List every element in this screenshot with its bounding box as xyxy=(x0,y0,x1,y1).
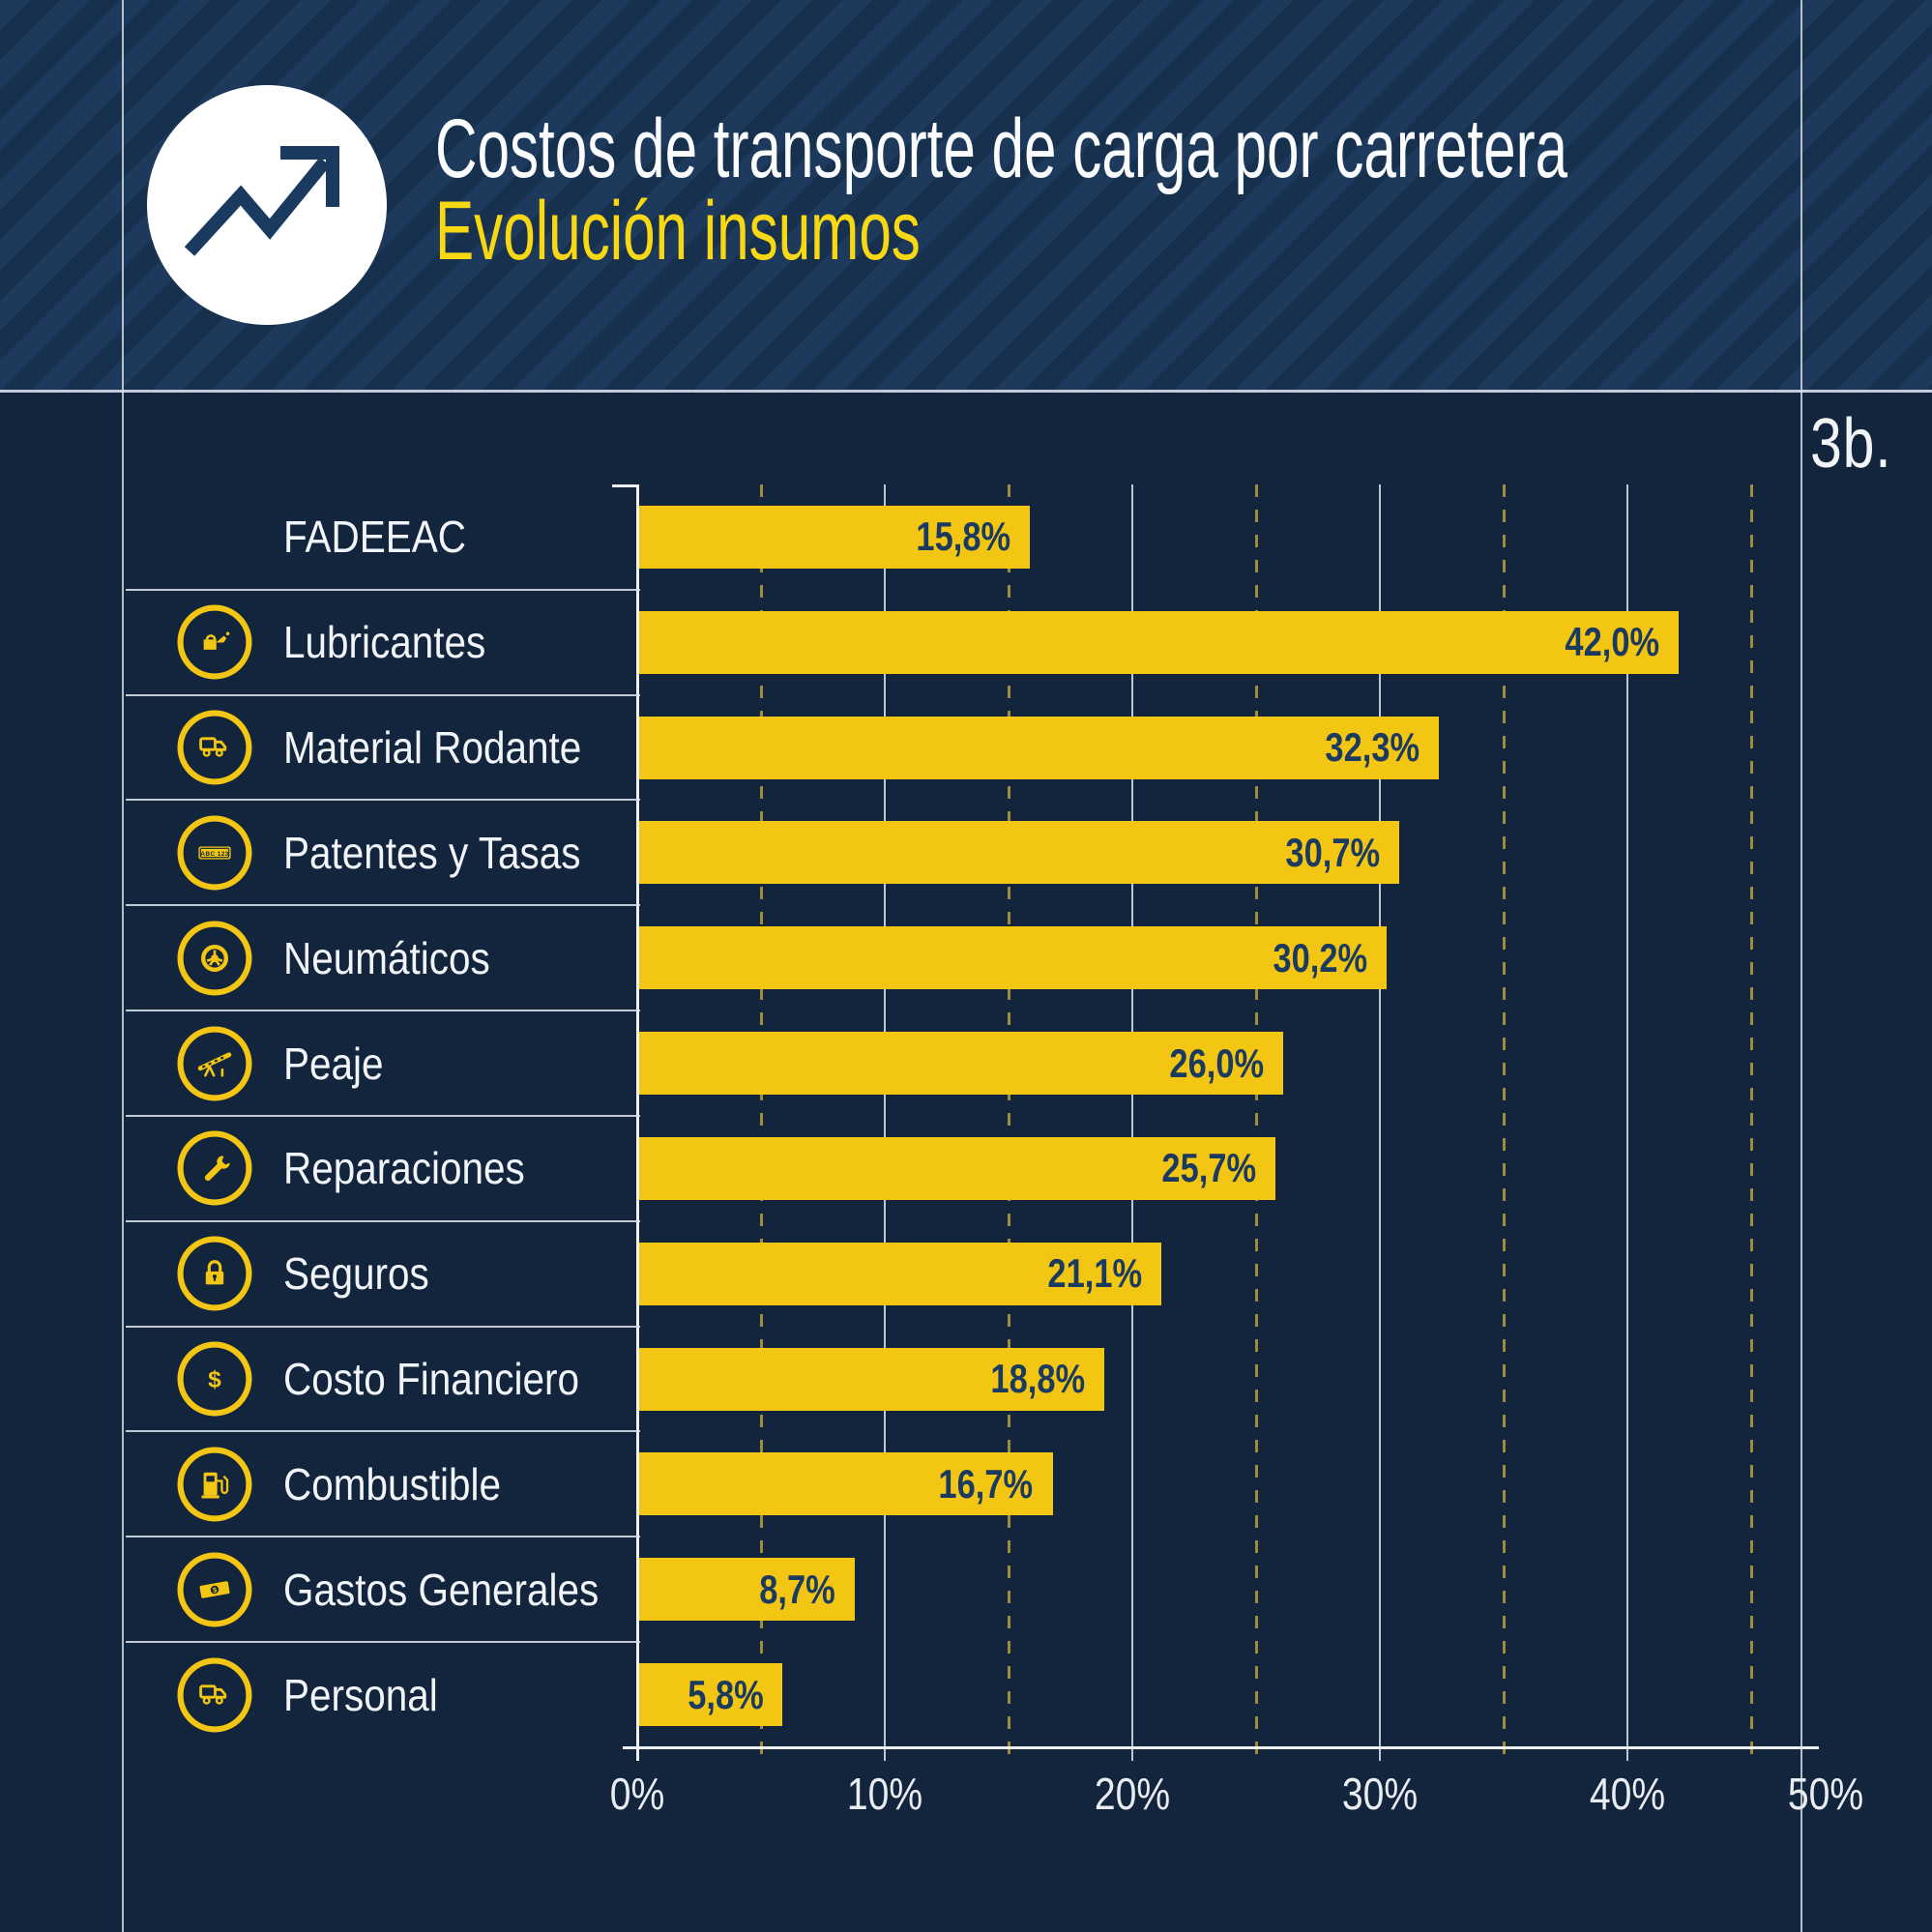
gridline-solid-10 xyxy=(884,484,886,1761)
category-label: Neumáticos xyxy=(283,932,490,983)
bar-value-label: 18,8% xyxy=(990,1356,1086,1402)
license-plate-icon: ABC 123 xyxy=(177,815,252,891)
row-divider xyxy=(126,1430,640,1433)
x-tick-label-0: 0% xyxy=(609,1769,665,1819)
bar: 30,7% xyxy=(639,821,1399,885)
svg-text:$: $ xyxy=(212,1585,218,1595)
figure-number-label: 3b. xyxy=(1810,405,1892,483)
x-tick-label-30: 30% xyxy=(1341,1769,1419,1819)
row-divider xyxy=(126,799,640,802)
row-divider xyxy=(126,1536,640,1538)
category-icon-badge: ABC 123 xyxy=(174,812,255,893)
x-tick-label-10: 10% xyxy=(846,1769,923,1819)
bar-value-label: 42,0% xyxy=(1565,619,1660,665)
category-label: Peaje xyxy=(283,1038,384,1089)
row-divider xyxy=(126,693,640,696)
page-subtitle: Evolución insumos xyxy=(435,185,921,278)
bar-value-label: 15,8% xyxy=(916,513,1011,560)
page-title: Costos de transporte de carga por carret… xyxy=(435,102,1568,195)
category-label: Combustible xyxy=(283,1458,502,1509)
bar-value-label: 30,2% xyxy=(1273,934,1368,981)
padlock-icon xyxy=(177,1236,252,1311)
oil-can-icon xyxy=(177,604,252,680)
fuel-pump-icon xyxy=(177,1447,252,1522)
left-frame-rule xyxy=(122,0,124,1932)
bar-value-label: 8,7% xyxy=(759,1566,835,1612)
category-icon-badge xyxy=(174,918,255,999)
bar-value-label: 21,1% xyxy=(1047,1250,1143,1297)
row-divider xyxy=(126,1010,640,1012)
row-divider xyxy=(126,1641,640,1644)
row-divider xyxy=(126,588,640,591)
bar-value-label: 25,7% xyxy=(1161,1145,1256,1191)
bar: 21,1% xyxy=(639,1242,1162,1305)
bar: 15,8% xyxy=(639,505,1031,569)
category-label: Material Rodante xyxy=(283,722,582,774)
trend-up-arrow xyxy=(184,146,339,256)
trend-up-icon xyxy=(147,85,387,325)
gridline-solid-30 xyxy=(1379,484,1381,1761)
y-axis-line xyxy=(635,484,639,1761)
row-divider xyxy=(126,1325,640,1328)
toll-barrier-icon xyxy=(177,1026,252,1101)
truck-icon xyxy=(177,710,252,785)
bar: 25,7% xyxy=(639,1136,1275,1200)
category-label: Lubricantes xyxy=(283,617,486,668)
category-label: Patentes y Tasas xyxy=(283,827,581,878)
category-label: Costo Financiero xyxy=(283,1354,579,1405)
header-titles: Costos de transporte de carga por carret… xyxy=(435,102,1568,278)
bar: 8,7% xyxy=(639,1558,855,1622)
gridline-dashed-45 xyxy=(1749,484,1753,1761)
bar-value-label: 32,3% xyxy=(1325,724,1420,771)
category-label: Reparaciones xyxy=(283,1143,525,1194)
bar-value-label: 26,0% xyxy=(1168,1039,1264,1086)
right-frame-rule xyxy=(1800,0,1802,1932)
bar: 18,8% xyxy=(639,1347,1105,1411)
category-icon-badge: $ xyxy=(174,1338,255,1420)
category-icon-badge xyxy=(174,1023,255,1104)
x-tick-label-50: 50% xyxy=(1787,1769,1864,1819)
svg-text:ABC 123: ABC 123 xyxy=(200,851,228,858)
dollar-icon: $ xyxy=(177,1341,252,1417)
banknote-icon: $ xyxy=(177,1552,252,1627)
gridline-dashed-5 xyxy=(759,484,763,1761)
category-label: Personal xyxy=(283,1669,438,1720)
bar: 26,0% xyxy=(639,1032,1283,1096)
y-axis-top-cap xyxy=(612,484,637,487)
row-divider xyxy=(126,904,640,907)
gridline-solid-20 xyxy=(1131,484,1133,1761)
bar: 32,3% xyxy=(639,716,1439,779)
category-label: Seguros xyxy=(283,1248,429,1300)
category-icon-badge xyxy=(174,707,255,788)
category-icon-badge xyxy=(174,601,255,683)
bar: 30,2% xyxy=(639,926,1388,990)
x-axis-line xyxy=(623,1745,1819,1749)
bar: 5,8% xyxy=(639,1663,783,1727)
bar-value-label: 30,7% xyxy=(1285,829,1380,875)
category-label: Gastos Generales xyxy=(283,1564,600,1615)
gridline-dashed-25 xyxy=(1254,484,1258,1761)
gridline-dashed-15 xyxy=(1007,484,1010,1761)
truck-icon xyxy=(177,1657,252,1733)
category-icon-badge: $ xyxy=(174,1549,255,1630)
x-tick-label-40: 40% xyxy=(1589,1769,1666,1819)
category-icon-badge xyxy=(174,1233,255,1314)
bar: 42,0% xyxy=(639,610,1680,674)
tire-icon xyxy=(177,921,252,996)
category-label: FADEEAC xyxy=(283,512,466,563)
gridline-dashed-35 xyxy=(1502,484,1506,1761)
gridline-solid-40 xyxy=(1626,484,1628,1761)
svg-text:$: $ xyxy=(208,1366,221,1392)
category-icon-badge xyxy=(174,1654,255,1736)
row-divider xyxy=(126,1114,640,1117)
bar-value-label: 5,8% xyxy=(687,1671,764,1717)
category-icon-badge xyxy=(174,1444,255,1525)
bar: 16,7% xyxy=(639,1452,1053,1516)
wrench-icon xyxy=(177,1130,252,1206)
x-tick-label-20: 20% xyxy=(1094,1769,1171,1819)
row-divider xyxy=(126,1219,640,1222)
bar-value-label: 16,7% xyxy=(938,1460,1034,1507)
category-icon-badge xyxy=(174,1127,255,1209)
